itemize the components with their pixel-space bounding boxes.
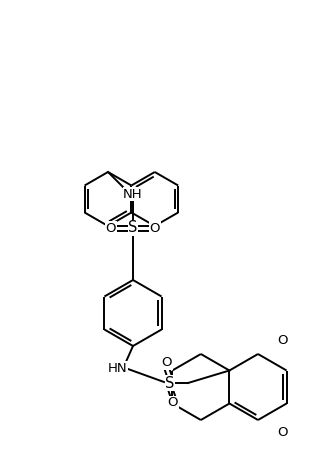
Text: O: O bbox=[162, 356, 172, 369]
Text: O: O bbox=[168, 396, 178, 410]
Text: S: S bbox=[128, 221, 138, 235]
Text: S: S bbox=[165, 376, 175, 391]
Text: O: O bbox=[106, 221, 116, 235]
Text: HN: HN bbox=[108, 362, 128, 374]
Text: O: O bbox=[150, 221, 160, 235]
Text: NH: NH bbox=[123, 188, 143, 201]
Text: O: O bbox=[278, 425, 288, 438]
Text: O: O bbox=[278, 335, 288, 348]
